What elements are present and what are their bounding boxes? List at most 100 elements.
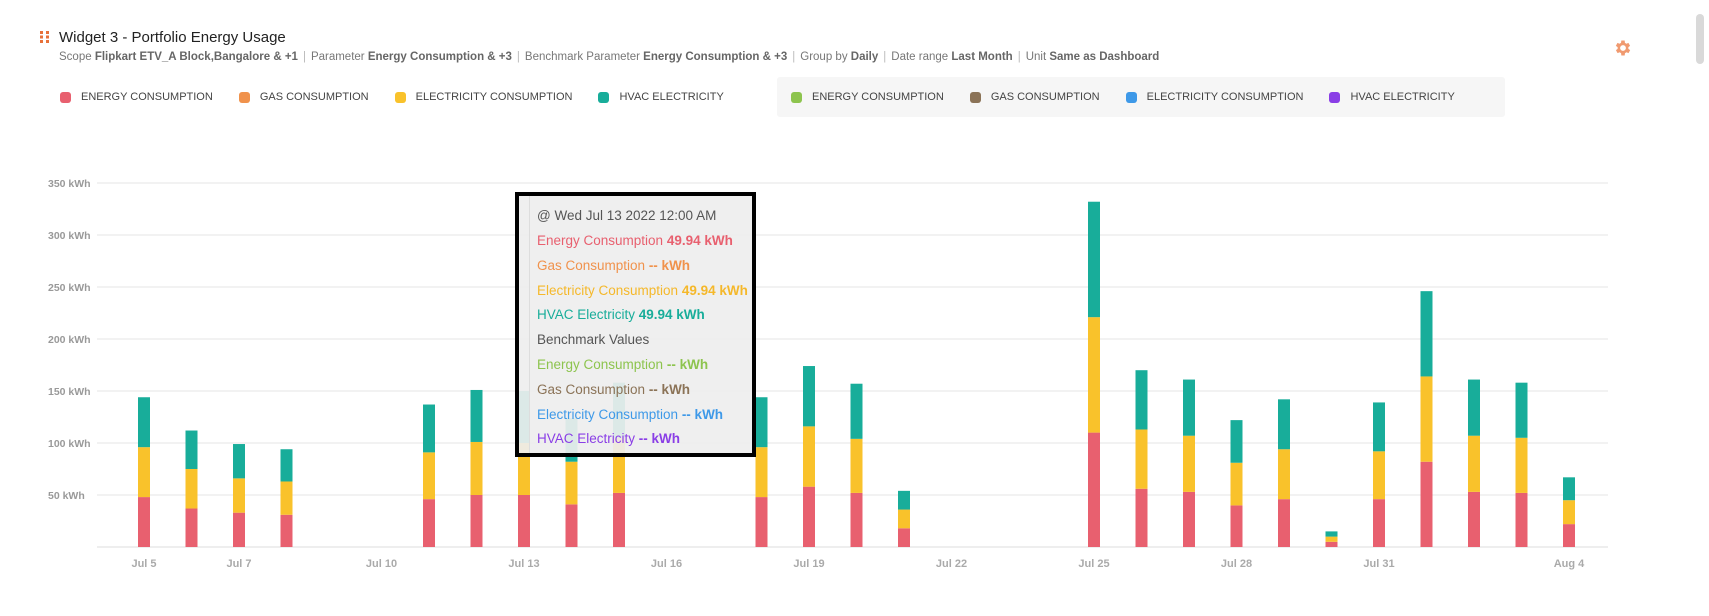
tooltip-line: Benchmark Values (537, 332, 650, 348)
bar-segment-hvac-electricity[interactable] (1135, 370, 1148, 430)
bar-segment-hvac-electricity[interactable] (1088, 201, 1100, 318)
bar-segment-electricity-consumption[interactable] (755, 447, 768, 498)
bar-segment-electricity-consumption[interactable] (423, 452, 435, 500)
bar-segment-energy-consumption[interactable] (803, 486, 815, 547)
bar-segment-energy-consumption[interactable] (1373, 499, 1385, 547)
bar-segment-electricity-consumption[interactable] (1515, 437, 1528, 493)
chart-tooltip: @ Wed Jul 13 2022 12:00 AM Energy Consum… (515, 192, 756, 457)
bar-segment-hvac-electricity[interactable] (1183, 379, 1195, 436)
bar-segment-electricity-consumption[interactable] (233, 478, 245, 513)
legend-label: ELECTRICITY CONSUMPTION (415, 91, 573, 103)
bar-segment-hvac-electricity[interactable] (233, 444, 245, 479)
bar-segment-energy-consumption[interactable] (1468, 491, 1480, 547)
bar-segment-electricity-consumption[interactable] (1373, 451, 1385, 500)
bar-segment-hvac-electricity[interactable] (803, 366, 815, 427)
legend-item-primary-energy-consumption[interactable]: ENERGY CONSUMPTION (60, 91, 213, 103)
bar-segment-energy-consumption[interactable] (518, 495, 530, 547)
bar-segment-hvac-electricity[interactable] (470, 389, 483, 442)
bar-segment-energy-consumption[interactable] (1515, 492, 1528, 547)
meta-value: Last Month (951, 51, 1013, 63)
bar-segment-energy-consumption[interactable] (185, 508, 198, 547)
bar-segment-electricity-consumption[interactable] (1135, 429, 1148, 489)
bar-segment-hvac-electricity[interactable] (1373, 402, 1385, 452)
bar-segment-electricity-consumption[interactable] (280, 481, 293, 515)
bar-segment-hvac-electricity[interactable] (1563, 477, 1575, 501)
tooltip-value: -- kWh (638, 431, 681, 447)
bar-segment-energy-consumption[interactable] (470, 495, 483, 547)
bar-segment-energy-consumption[interactable] (423, 499, 435, 547)
legend-item-primary-hvac-electricity[interactable]: HVAC ELECTRICITY (598, 91, 724, 103)
bar-segment-hvac-electricity[interactable] (1230, 420, 1243, 463)
meta-separator: | (302, 51, 306, 63)
legend-item-benchmark-hvac-electricity[interactable]: HVAC ELECTRICITY (1329, 91, 1455, 103)
bar-segment-electricity-consumption[interactable] (1420, 376, 1433, 462)
x-tick-label: Jul 7 (226, 558, 251, 570)
bar-segment-electricity-consumption[interactable] (898, 509, 910, 529)
bar-segment-hvac-electricity[interactable] (850, 383, 863, 439)
bar-segment-energy-consumption[interactable] (755, 497, 768, 547)
bar-segment-electricity-consumption[interactable] (850, 438, 863, 493)
legend-swatch (1329, 91, 1341, 103)
tooltip-value: 49.94 kWh (638, 307, 705, 323)
bar-segment-electricity-consumption[interactable] (565, 461, 578, 505)
bar-segment-electricity-consumption[interactable] (1325, 536, 1338, 542)
bar-segment-energy-consumption[interactable] (1088, 432, 1100, 547)
x-tick-label: Jul 19 (793, 558, 824, 570)
bar-segment-energy-consumption[interactable] (1278, 499, 1290, 547)
bar-segment-energy-consumption[interactable] (1420, 461, 1433, 547)
bar-segment-hvac-electricity[interactable] (1278, 399, 1290, 450)
bar-segment-energy-consumption[interactable] (898, 528, 910, 547)
legend-item-benchmark-gas-consumption[interactable]: GAS CONSUMPTION (969, 91, 1100, 103)
bar-segment-hvac-electricity[interactable] (898, 490, 910, 510)
legend-item-primary-electricity-consumption[interactable]: ELECTRICITY CONSUMPTION (394, 91, 573, 103)
bar-segment-electricity-consumption[interactable] (138, 447, 150, 498)
bar-segment-electricity-consumption[interactable] (1230, 462, 1243, 506)
bar-segment-electricity-consumption[interactable] (1468, 435, 1480, 492)
bar-segment-hvac-electricity[interactable] (1515, 382, 1528, 438)
y-tick-label: 200 kWh (48, 334, 91, 346)
bar-segment-hvac-electricity[interactable] (755, 397, 768, 448)
bar-segment-electricity-consumption[interactable] (1088, 317, 1100, 433)
bar-segment-energy-consumption[interactable] (1183, 491, 1195, 547)
bar-segment-hvac-electricity[interactable] (1468, 379, 1480, 436)
bar-segment-energy-consumption[interactable] (1563, 524, 1575, 547)
bar-segment-electricity-consumption[interactable] (803, 426, 815, 487)
tooltip-line: Energy Consumption 49.94 kWh (537, 233, 733, 248)
bar-segment-energy-consumption[interactable] (565, 504, 578, 547)
y-tick-label: 100 kWh (48, 438, 91, 450)
bar-segment-electricity-consumption[interactable] (1183, 435, 1195, 492)
bar-segment-energy-consumption[interactable] (1325, 541, 1338, 547)
meta-separator: | (792, 51, 796, 63)
legend-item-benchmark-energy-consumption[interactable]: ENERGY CONSUMPTION (791, 91, 944, 103)
meta-label: Benchmark Parameter (524, 51, 644, 63)
bar-segment-energy-consumption[interactable] (280, 514, 293, 547)
meta-value: Energy Consumption & +3 (643, 51, 788, 63)
drag-handle-icon[interactable] (40, 31, 50, 43)
bar-segment-electricity-consumption[interactable] (1278, 449, 1290, 500)
bar-segment-energy-consumption[interactable] (1230, 505, 1243, 547)
legend-item-benchmark-electricity-consumption[interactable]: ELECTRICITY CONSUMPTION (1125, 91, 1303, 103)
bar-segment-energy-consumption[interactable] (1135, 488, 1148, 547)
tooltip-line: Electricity Consumption 49.94 kWh (537, 282, 748, 298)
bar-segment-hvac-electricity[interactable] (280, 449, 293, 482)
bar-segment-energy-consumption[interactable] (233, 512, 245, 547)
bar-segment-electricity-consumption[interactable] (470, 441, 483, 495)
bar-segment-energy-consumption[interactable] (850, 492, 863, 547)
tooltip-value: 49.94 kWh (681, 282, 748, 298)
tooltip-line: HVAC Electricity -- kWh (537, 431, 681, 447)
bar-segment-hvac-electricity[interactable] (1420, 291, 1433, 377)
meta-value: Flipkart ETV_A Block,Bangalore & +1 (94, 51, 298, 63)
gear-icon[interactable] (1613, 38, 1633, 58)
legend-item-primary-gas-consumption[interactable]: GAS CONSUMPTION (238, 91, 369, 103)
scrollbar-thumb[interactable] (1696, 14, 1704, 64)
bar-segment-energy-consumption[interactable] (613, 492, 625, 547)
bar-segment-hvac-electricity[interactable] (185, 430, 198, 469)
bar-segment-hvac-electricity[interactable] (423, 404, 435, 453)
bar-segment-electricity-consumption[interactable] (185, 469, 198, 509)
bar-segment-hvac-electricity[interactable] (138, 397, 150, 448)
bar-segment-electricity-consumption[interactable] (1563, 500, 1575, 525)
tooltip-value: -- kWh (648, 381, 691, 397)
bar-segment-energy-consumption[interactable] (138, 497, 150, 547)
bar-segment-hvac-electricity[interactable] (1325, 531, 1338, 537)
